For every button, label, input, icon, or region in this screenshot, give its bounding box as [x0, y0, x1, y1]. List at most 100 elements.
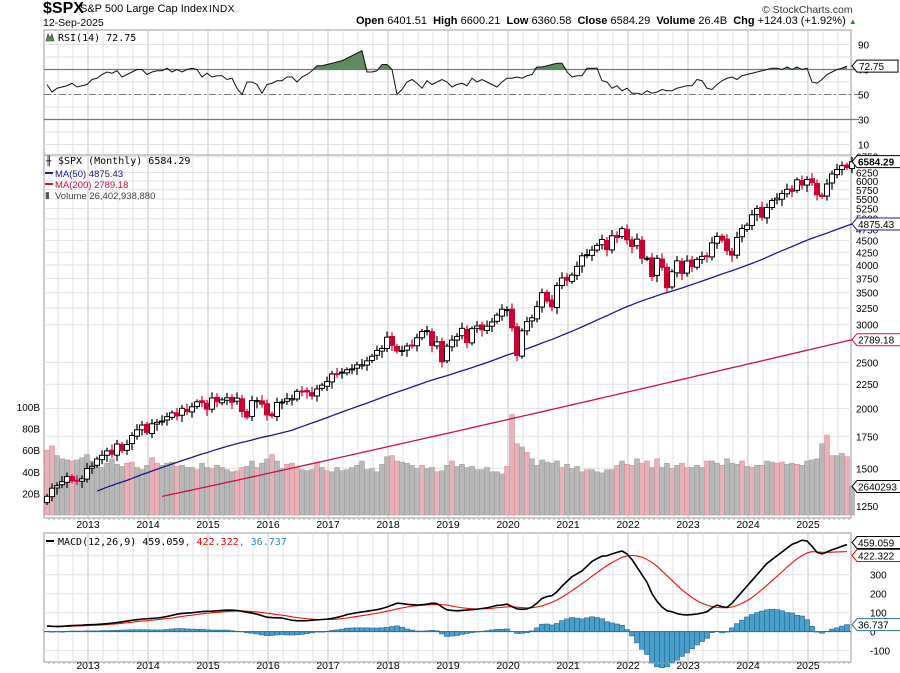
ma50-line	[96, 223, 853, 492]
macd-x-tick-label: 2017	[316, 660, 340, 672]
volume-bar	[519, 446, 525, 516]
volume-bar	[824, 434, 830, 516]
chart-date: 12-Sep-2025	[43, 17, 104, 29]
price-tick-label: 4750	[856, 225, 879, 236]
volume-bar	[804, 460, 810, 516]
candle-up	[149, 423, 155, 434]
macd-tag	[851, 536, 900, 550]
volume-bar	[704, 460, 710, 516]
price-tick-label: 3750	[856, 274, 879, 285]
candle-down	[199, 400, 205, 404]
volume-bar	[334, 467, 340, 516]
candle-up	[494, 314, 500, 322]
candle-up	[524, 321, 530, 332]
candle-up	[599, 239, 605, 246]
volume-bar	[324, 470, 330, 516]
volume-bar	[264, 458, 270, 516]
volume-bar	[419, 465, 425, 516]
candle-up	[774, 197, 780, 201]
volume-bar	[384, 456, 390, 516]
volume-bar	[749, 467, 755, 516]
candle-up	[584, 254, 590, 257]
candle-down	[464, 328, 470, 343]
candle-up	[139, 424, 145, 431]
candle-up	[399, 349, 405, 352]
volume-bar	[689, 467, 695, 516]
macd-histogram-bar	[684, 631, 690, 654]
candle-down	[229, 396, 235, 403]
volume-label: Volume	[656, 15, 696, 27]
candle-up	[419, 330, 425, 339]
volume-bar	[109, 458, 115, 516]
macd-histogram-bar	[804, 619, 810, 632]
candle-down	[334, 373, 340, 376]
candle-up	[834, 169, 840, 176]
volume-bar	[559, 467, 565, 516]
price-tick-label: 3500	[856, 289, 879, 300]
volume-bar	[734, 463, 740, 516]
volume-bar	[99, 467, 105, 516]
volume-bar	[404, 462, 410, 516]
candle-up	[289, 398, 295, 401]
candle-up	[114, 443, 120, 456]
candle-up	[764, 207, 770, 219]
candle-down	[759, 206, 765, 218]
candle-down	[814, 183, 820, 196]
candle-up	[134, 429, 140, 437]
macd-tick-label: 200	[870, 590, 887, 601]
x-tick-label: 2024	[736, 519, 760, 531]
candle-up	[644, 257, 650, 260]
volume-bar	[594, 471, 600, 516]
volume-bar	[454, 466, 460, 516]
volume-bar	[444, 465, 450, 516]
volume-bar	[784, 463, 790, 516]
volume-bar	[699, 467, 705, 516]
candle-up	[559, 277, 565, 287]
volume-bar	[149, 457, 155, 516]
macd-histogram-bar	[569, 617, 575, 632]
candle-up	[154, 421, 160, 425]
candle-down	[549, 299, 555, 308]
candle-up	[99, 454, 105, 461]
volume-bar	[294, 467, 300, 516]
candle-up	[539, 292, 545, 308]
macd-histogram-bar	[769, 608, 775, 632]
rsi-legend: RSI(14) 72.75	[58, 33, 136, 44]
x-tick-label: 2022	[616, 519, 640, 531]
candle-up	[84, 468, 90, 480]
candle-down	[204, 402, 210, 410]
candle-up	[314, 388, 320, 397]
candle-up	[89, 465, 95, 469]
candle-up	[254, 400, 260, 403]
macd-x-tick-label: 2019	[436, 660, 460, 672]
volume-bar	[779, 461, 785, 516]
candle-up	[339, 371, 345, 374]
candle-down	[819, 194, 825, 197]
candle-up	[359, 364, 365, 367]
macd-tick-label: 0	[870, 628, 876, 639]
volume-bar	[224, 469, 230, 516]
candle-up	[699, 255, 705, 260]
candle-up	[579, 255, 585, 267]
volume-bar	[564, 463, 570, 516]
volume-bar	[659, 467, 665, 516]
candle-down	[564, 276, 570, 281]
volume-bar	[434, 471, 440, 516]
volume-bar	[254, 467, 260, 516]
candle-up	[104, 450, 110, 456]
macd-histogram-bar	[739, 619, 745, 632]
candle-down	[109, 449, 115, 455]
volume-bar	[139, 469, 145, 516]
candle-up	[709, 242, 715, 258]
macd-histogram-bar	[654, 631, 660, 668]
candle-up	[749, 214, 755, 227]
candle-down	[479, 324, 485, 331]
open-value: 6401.51	[387, 15, 427, 27]
histogram-tag	[851, 618, 900, 632]
volume-bar	[319, 467, 325, 516]
volume-bar	[794, 463, 800, 516]
macd-histogram-bar	[839, 625, 845, 632]
price-legend: $SPX (Monthly) 6584.29	[58, 156, 190, 167]
volume-bar	[809, 459, 815, 516]
macd-histogram-bar	[269, 631, 275, 636]
